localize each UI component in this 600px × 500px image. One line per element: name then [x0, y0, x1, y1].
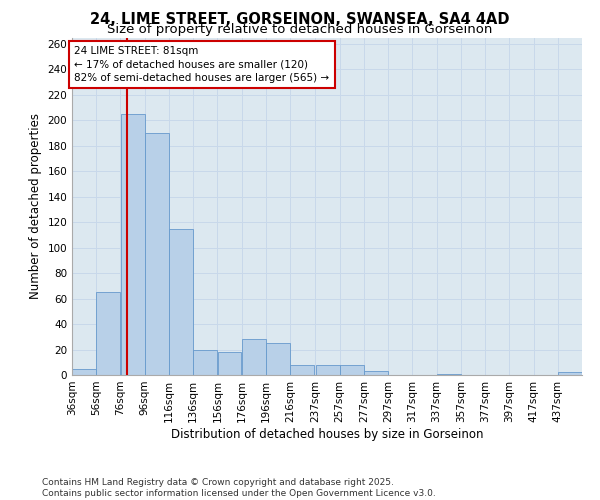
- Text: Contains HM Land Registry data © Crown copyright and database right 2025.
Contai: Contains HM Land Registry data © Crown c…: [42, 478, 436, 498]
- Bar: [145, 133, 169, 375]
- Bar: [72, 368, 96, 375]
- Text: 24, LIME STREET, GORSEINON, SWANSEA, SA4 4AD: 24, LIME STREET, GORSEINON, SWANSEA, SA4…: [90, 12, 510, 28]
- Y-axis label: Number of detached properties: Number of detached properties: [29, 114, 42, 299]
- Text: 24 LIME STREET: 81sqm
← 17% of detached houses are smaller (120)
82% of semi-det: 24 LIME STREET: 81sqm ← 17% of detached …: [74, 46, 329, 83]
- Bar: [316, 365, 340, 375]
- Bar: [121, 114, 145, 375]
- Bar: [97, 292, 120, 375]
- Bar: [340, 365, 364, 375]
- Bar: [266, 343, 290, 375]
- Bar: [558, 372, 582, 375]
- Bar: [193, 350, 217, 375]
- Bar: [290, 365, 314, 375]
- Text: Size of property relative to detached houses in Gorseinon: Size of property relative to detached ho…: [107, 22, 493, 36]
- Bar: [437, 374, 461, 375]
- Bar: [218, 352, 241, 375]
- Bar: [169, 228, 193, 375]
- Bar: [242, 340, 266, 375]
- X-axis label: Distribution of detached houses by size in Gorseinon: Distribution of detached houses by size …: [171, 428, 483, 440]
- Bar: [364, 371, 388, 375]
